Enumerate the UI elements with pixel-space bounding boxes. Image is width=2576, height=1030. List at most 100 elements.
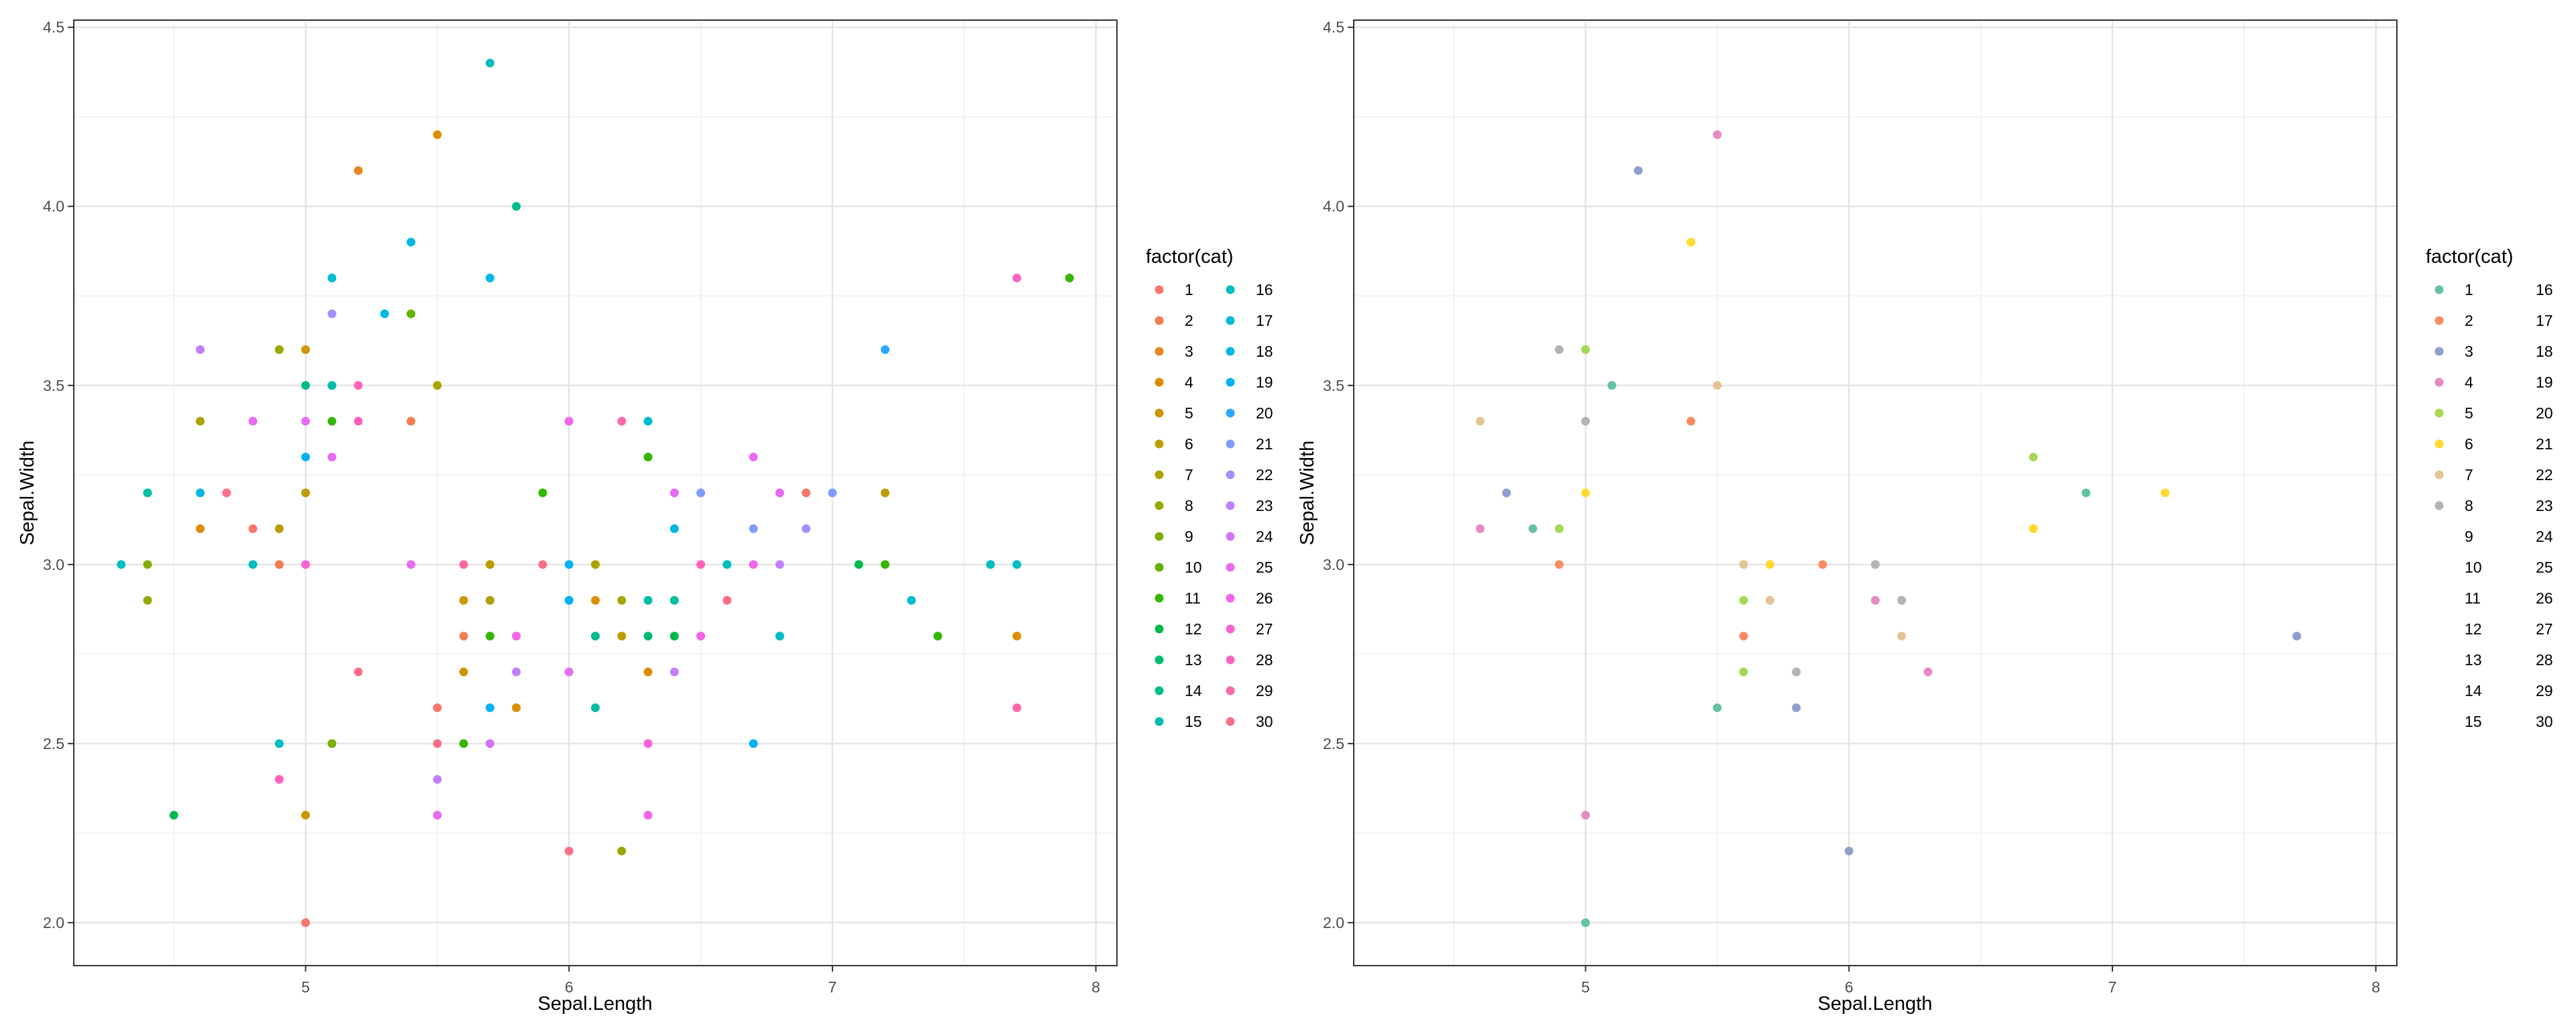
data-point <box>1897 595 1907 605</box>
legend-label: 1 <box>1185 281 1193 298</box>
data-point <box>433 811 442 820</box>
legend-key <box>1155 439 1164 449</box>
data-point <box>459 739 468 748</box>
legend-label: 20 <box>2536 404 2553 422</box>
scatter-points <box>117 58 1074 927</box>
y-tick-label: 3.0 <box>1323 556 1344 573</box>
data-point <box>354 416 363 426</box>
legend-label: 14 <box>1185 682 1202 699</box>
legend-label: 19 <box>2536 374 2553 391</box>
data-point <box>749 739 758 748</box>
data-point <box>1686 237 1696 247</box>
data-point <box>1713 130 1722 139</box>
legend-label: 22 <box>1256 466 1273 483</box>
legend-label: 24 <box>2536 528 2553 545</box>
y-tick-label: 4.5 <box>1323 19 1344 36</box>
data-point <box>617 632 627 641</box>
data-point <box>933 632 943 641</box>
legend-label: 7 <box>1185 466 1193 483</box>
data-point <box>485 560 494 569</box>
data-point <box>485 739 494 748</box>
data-point <box>802 488 811 498</box>
legend-key <box>1226 439 1235 449</box>
data-point <box>512 202 521 211</box>
legend-label: 27 <box>1256 620 1273 638</box>
legend-label: 6 <box>1185 435 1193 453</box>
y-tick-label: 3.5 <box>1323 377 1344 394</box>
data-point <box>143 560 152 569</box>
data-point <box>643 416 653 426</box>
data-point <box>669 667 679 677</box>
data-point <box>407 560 416 569</box>
data-point <box>301 381 311 390</box>
legend-label: 25 <box>1256 559 1273 576</box>
legend-label: 25 <box>2536 559 2553 576</box>
legend-key <box>1226 624 1235 634</box>
data-point <box>749 560 758 569</box>
legend-label: 1 <box>2465 281 2473 298</box>
legend-label: 20 <box>1256 404 1273 422</box>
data-point <box>564 560 574 569</box>
data-point <box>274 345 284 354</box>
data-point <box>1871 560 1880 569</box>
data-point <box>591 560 600 569</box>
data-point <box>1581 345 1591 354</box>
legend-label: 13 <box>1185 651 1202 669</box>
data-point <box>301 453 311 462</box>
data-point <box>1713 703 1722 712</box>
data-point <box>1502 488 1511 498</box>
data-point <box>248 524 258 533</box>
data-point <box>1607 381 1617 390</box>
x-tick-label: 7 <box>2108 978 2117 996</box>
data-point <box>1554 524 1564 533</box>
legend-key <box>1226 470 1235 479</box>
legend-label: 17 <box>2536 312 2553 329</box>
data-point <box>696 560 706 569</box>
data-point <box>459 595 468 605</box>
data-point <box>986 560 996 569</box>
legend-label: 21 <box>1256 435 1273 453</box>
legend-items: 1234567891011121314151617181920212223242… <box>1155 281 1273 730</box>
data-point <box>564 595 574 605</box>
data-point <box>564 416 574 426</box>
data-point <box>1844 846 1854 856</box>
data-point <box>327 309 337 319</box>
legend-label: 15 <box>1185 713 1202 730</box>
data-point <box>643 453 653 462</box>
data-point <box>643 739 653 748</box>
y-tick-label: 2.0 <box>1323 914 1344 931</box>
data-point <box>301 416 311 426</box>
legend: factor(cat) 1234567891011121314151617181… <box>1146 246 1273 730</box>
data-point <box>643 632 653 641</box>
legend-label: 5 <box>2465 404 2473 422</box>
data-point <box>1686 416 1696 426</box>
data-point <box>354 381 363 390</box>
legend-key <box>2434 408 2444 418</box>
data-point <box>2029 453 2038 462</box>
data-point <box>433 703 442 712</box>
data-point <box>1765 560 1774 569</box>
data-point <box>301 560 311 569</box>
legend-label: 9 <box>2465 528 2473 545</box>
data-point <box>775 560 784 569</box>
data-point <box>1554 345 1564 354</box>
legend-label: 11 <box>1185 589 1201 607</box>
data-point <box>617 846 627 856</box>
data-point <box>722 595 732 605</box>
x-tick-label: 8 <box>2371 978 2380 996</box>
data-point <box>169 811 178 820</box>
legend-label: 30 <box>1256 713 1273 730</box>
data-point <box>749 453 758 462</box>
data-point <box>301 488 311 498</box>
data-point <box>2292 632 2302 641</box>
minor-gridlines <box>74 20 1117 966</box>
legend-key <box>1155 470 1164 479</box>
y-tick-label: 3.0 <box>43 556 64 573</box>
legend-key <box>1155 316 1164 325</box>
data-point <box>407 237 416 247</box>
legend-label: 7 <box>2465 466 2473 483</box>
data-point <box>696 632 706 641</box>
data-point <box>880 345 890 354</box>
legend-key <box>1226 655 1235 665</box>
data-point <box>564 846 574 856</box>
